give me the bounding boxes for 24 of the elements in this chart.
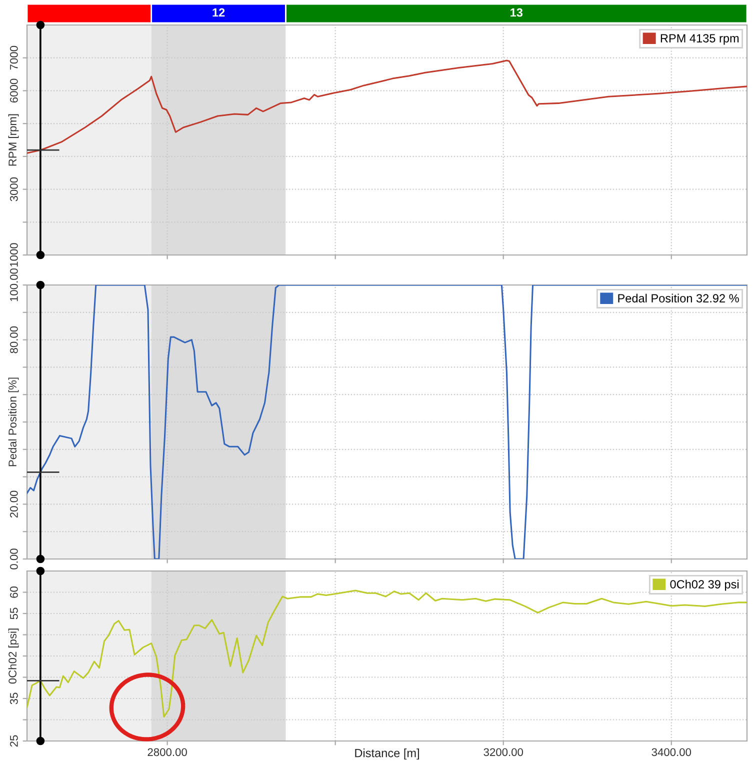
y-tick-label: 100.00 [10, 268, 18, 302]
y-tick-label: 55 [10, 608, 18, 620]
x-tick-label: 3400.00 [652, 748, 692, 756]
y-tick-label: 6000 [10, 78, 18, 103]
y-axis-title: Pedal Position [%] [8, 378, 19, 466]
y-tick-label: 35 [10, 692, 18, 704]
y-tick-label: 0.00 [10, 548, 18, 570]
y-axis-title: 0Ch02 [psi] [8, 628, 19, 684]
legend-label: RPM 4135 rpm [660, 34, 739, 45]
legend-label: Pedal Position 32.92 % [618, 294, 739, 302]
y-axis-title: RPM [rpm] [8, 114, 19, 166]
x-axis-title: Distance [m] [355, 748, 419, 760]
y-tick-label: 60 [10, 586, 18, 598]
band-label: 13 [510, 8, 523, 17]
y-tick-label: 20.00 [10, 490, 18, 518]
y-tick-label: 25 [10, 735, 18, 747]
x-tick-label: 2800.00 [148, 748, 187, 756]
legend-label: 0Ch02 39 psi [670, 580, 739, 591]
x-tick-label: 3200.00 [484, 748, 524, 756]
band-label: 12 [212, 8, 225, 17]
y-tick-label: 80.00 [10, 326, 18, 354]
y-tick-label: 7000 [10, 46, 18, 70]
y-tick-label: 3000 [10, 177, 18, 202]
y-tick-label: 1000 [10, 243, 18, 267]
